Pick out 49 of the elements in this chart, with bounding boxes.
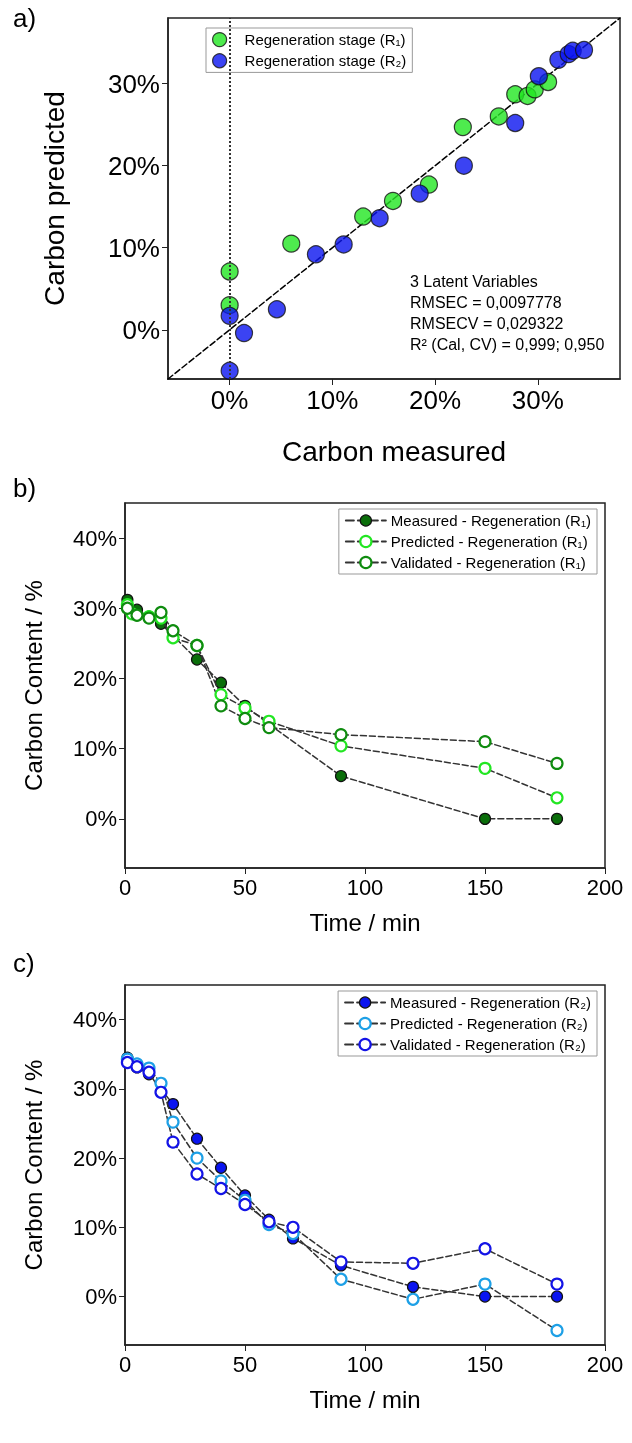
annotation: RMSECV = 0,029322 <box>410 314 564 332</box>
y-tick-label: 20% <box>72 665 117 691</box>
x-tick-label: 50 <box>232 874 258 900</box>
x-tick-label: 150 <box>466 874 504 900</box>
x-tick-label: 30% <box>511 385 564 415</box>
y-tick-label: 30% <box>72 595 117 621</box>
annotation: 3 Latent Variables <box>410 272 538 290</box>
y-axis-title: Carbon Content / % <box>19 580 47 791</box>
y-tick-label: 10% <box>107 232 160 263</box>
x-axis-title: Carbon measured <box>281 435 507 467</box>
x-tick-label: 50 <box>232 1351 258 1377</box>
x-tick-label: 0% <box>210 385 249 415</box>
x-tick-label: 20% <box>409 385 462 415</box>
y-tick-label: 0% <box>85 1284 117 1310</box>
legend-label: Validated - Regeneration (R₁) <box>390 554 586 571</box>
y-tick-label: 40% <box>72 1007 117 1033</box>
x-tick-label: 200 <box>586 1351 624 1377</box>
x-tick-label: 150 <box>466 1351 504 1377</box>
annotation: R² (Cal, CV) = 0,999; 0,950 <box>410 335 605 353</box>
chart-title: c) <box>13 948 35 978</box>
y-tick-label: 20% <box>72 1145 117 1171</box>
y-tick-label: 0% <box>122 314 160 345</box>
legend-label: Measured - Regeneration (R₂) <box>390 994 592 1011</box>
chart-title: b) <box>13 473 37 503</box>
x-tick-label: 0 <box>118 874 132 900</box>
legend-label: Validated - Regeneration (R₂) <box>390 1036 586 1053</box>
x-tick-label: 0 <box>118 1351 132 1377</box>
y-tick-label: 30% <box>107 68 160 99</box>
legend-label: Regeneration stage (R₂) <box>244 52 407 70</box>
legend-label: Predicted - Regeneration (R₂) <box>390 1015 588 1032</box>
x-tick-label: 100 <box>346 1351 384 1377</box>
y-tick-label: 0% <box>85 806 117 832</box>
y-tick-label: 30% <box>72 1076 117 1102</box>
x-tick-label: 10% <box>306 385 359 415</box>
y-tick-label: 40% <box>72 525 117 551</box>
y-axis-title: Carbon Content / % <box>19 1059 47 1271</box>
y-tick-label: 20% <box>107 150 160 181</box>
y-axis-title: Carbon predicted <box>38 91 70 306</box>
x-tick-label: 100 <box>346 874 384 900</box>
legend-label: Predicted - Regeneration (R₁) <box>390 533 588 550</box>
x-tick-label: 200 <box>586 874 624 900</box>
chart-title: a) <box>13 3 37 33</box>
x-axis-title: Time / min <box>309 908 421 936</box>
y-tick-label: 10% <box>72 736 117 762</box>
annotation: RMSEC = 0,0097778 <box>410 293 562 311</box>
legend-label: Measured - Regeneration (R₁) <box>390 512 592 529</box>
legend-label: Regeneration stage (R₁) <box>244 31 406 49</box>
x-axis-title: Time / min <box>309 1385 421 1413</box>
y-tick-label: 10% <box>72 1214 117 1240</box>
